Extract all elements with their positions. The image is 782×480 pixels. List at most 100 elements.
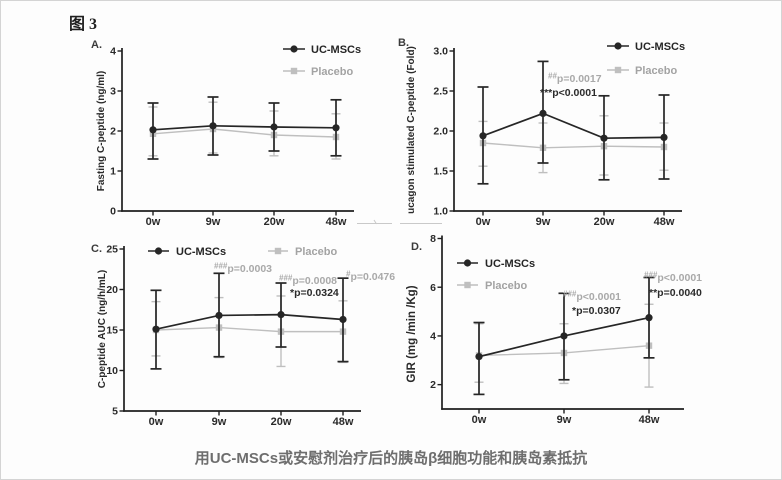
- y-axis-title: C-peptide AUC (ng/h/mL): [97, 270, 108, 389]
- figure-caption: 用UC-MSCs或安慰剂治疗后的胰岛β细胞功能和胰岛素抵抗: [194, 450, 588, 467]
- x-tick-label: 9w: [206, 216, 221, 228]
- x-tick-label: 20w: [271, 416, 292, 428]
- x-tick-label: 48w: [654, 216, 675, 228]
- x-tick-label: 9w: [536, 216, 551, 228]
- data-point: [660, 133, 668, 141]
- data-point: [645, 314, 653, 322]
- legend-marker: [463, 259, 472, 267]
- x-tick-label: 0w: [476, 216, 491, 228]
- series-line: [155, 326, 343, 333]
- legend-marker: [274, 247, 282, 255]
- scan-artifact-tick: [373, 219, 377, 225]
- data-point: [339, 315, 347, 324]
- y-tick-label: 4: [110, 46, 116, 58]
- data-point: [277, 311, 285, 319]
- x-tick-label: 48w: [639, 414, 660, 426]
- data-point: [332, 124, 340, 132]
- series-line: [482, 112, 665, 140]
- data-point: [149, 126, 157, 134]
- data-point: [479, 132, 487, 140]
- x-tick-label: 20w: [264, 216, 285, 228]
- y-tick-label: 2: [430, 379, 436, 391]
- legend-marker: [614, 66, 622, 74]
- series-UC-MSCs: [477, 60, 670, 185]
- y-tick-label: 3.0: [433, 46, 448, 58]
- x-tick-label: 0w: [146, 216, 161, 228]
- legend: UC-MSCs Placebo: [457, 258, 535, 292]
- data-point: [215, 311, 223, 320]
- panel-letter: C.: [91, 243, 102, 255]
- y-tick-label: 5: [112, 406, 118, 418]
- significance-annotation: #p=0.0476: [346, 270, 395, 284]
- series-Placebo: [148, 101, 341, 160]
- legend-label: UC-MSCs: [311, 44, 361, 56]
- series-line: [482, 142, 665, 149]
- series-Placebo: [478, 115, 669, 176]
- y-tick-label: 15: [106, 325, 118, 337]
- y-tick-label: 6: [430, 282, 436, 294]
- legend-label: UC-MSCs: [635, 41, 685, 53]
- x-tick-label: 0w: [149, 416, 164, 428]
- y-tick-label: 3: [110, 86, 116, 98]
- figure-title: 图 3: [69, 16, 98, 33]
- legend-label: Placebo: [311, 66, 353, 78]
- legend-marker: [614, 42, 622, 50]
- legend-label: UC-MSCs: [176, 246, 226, 258]
- legend-marker: [464, 281, 471, 289]
- x-tick-label: 9w: [212, 416, 227, 428]
- x-tick-label: 48w: [333, 416, 354, 428]
- y-tick-label: 4: [430, 331, 436, 343]
- data-point: [152, 325, 160, 333]
- legend: UC-MSCs Placebo: [607, 41, 685, 77]
- y-tick-label: 25: [106, 244, 118, 256]
- x-tick-label: 20w: [594, 216, 615, 228]
- data-point: [539, 109, 547, 117]
- significance-annotation: ###p<0.0001: [644, 271, 702, 285]
- x-tick-label: 48w: [326, 216, 347, 228]
- panel-D: 2 4 6 8 0w 9w 48w D. GIR (mg /min /Kg) UC-MSCs Pla…: [406, 233, 702, 426]
- y-axis-title: ucagon stimulated C-peptide (Fold): [406, 46, 417, 214]
- legend-label: Placebo: [295, 246, 337, 258]
- data-point: [600, 134, 608, 142]
- legend-label: Placebo: [485, 280, 527, 292]
- series-UC-MSCs: [473, 276, 655, 396]
- significance-annotation: ###p<0.0001: [563, 290, 621, 304]
- y-tick-label: 0: [110, 206, 116, 218]
- series-line: [152, 128, 337, 138]
- series-UC-MSCs: [147, 96, 342, 160]
- data-point: [209, 122, 217, 130]
- data-point: [270, 123, 278, 131]
- significance-annotation: *p=0.0324: [290, 287, 339, 299]
- panel-C: 5 10 15 20 25 0w 9w 20w 48w C. C-peptide AUC (ng/h…: [91, 243, 395, 428]
- y-tick-label: 1: [110, 166, 116, 178]
- panel-letter: A.: [91, 39, 102, 51]
- y-tick-label: 2.5: [433, 86, 448, 98]
- data-point: [475, 353, 483, 361]
- significance-annotation: **p=0.0040: [649, 287, 702, 299]
- significance-annotation: ###p=0.0008: [279, 274, 337, 288]
- legend-marker: [290, 45, 298, 53]
- y-tick-label: 1.0: [433, 206, 448, 218]
- panel-letter: B.: [398, 37, 409, 49]
- panel-B: 1.0 1.5 2.0 2.5 3.0 0w 9w 20w 48w B.ucagon stimul…: [398, 37, 685, 228]
- y-tick-label: 10: [106, 365, 118, 377]
- legend-label: UC-MSCs: [485, 258, 535, 270]
- y-axis-title: GIR (mg /min /Kg): [406, 285, 418, 382]
- series-UC-MSCs: [150, 272, 349, 370]
- y-tick-label: 2: [110, 126, 116, 138]
- significance-annotation: ###p=0.0003: [214, 262, 272, 276]
- legend: UC-MSCs Placebo: [283, 44, 361, 78]
- significance-annotation: ***p<0.0001: [540, 87, 597, 99]
- data-point: [560, 332, 568, 340]
- legend-label: Placebo: [635, 65, 677, 77]
- x-tick-label: 0w: [472, 414, 487, 426]
- panel-A: 0 1 2 3 4 0w 9w 20w 48w A. Fasting C-peptide (ng/m…: [91, 39, 361, 228]
- legend-marker: [290, 67, 298, 75]
- significance-annotation: ##p=0.0017: [548, 72, 602, 86]
- y-tick-label: 1.5: [433, 166, 448, 178]
- panel-letter: D.: [411, 241, 422, 253]
- legend: UC-MSCs Placebo: [148, 246, 337, 258]
- legend-marker: [154, 247, 163, 255]
- x-tick-label: 9w: [557, 414, 572, 426]
